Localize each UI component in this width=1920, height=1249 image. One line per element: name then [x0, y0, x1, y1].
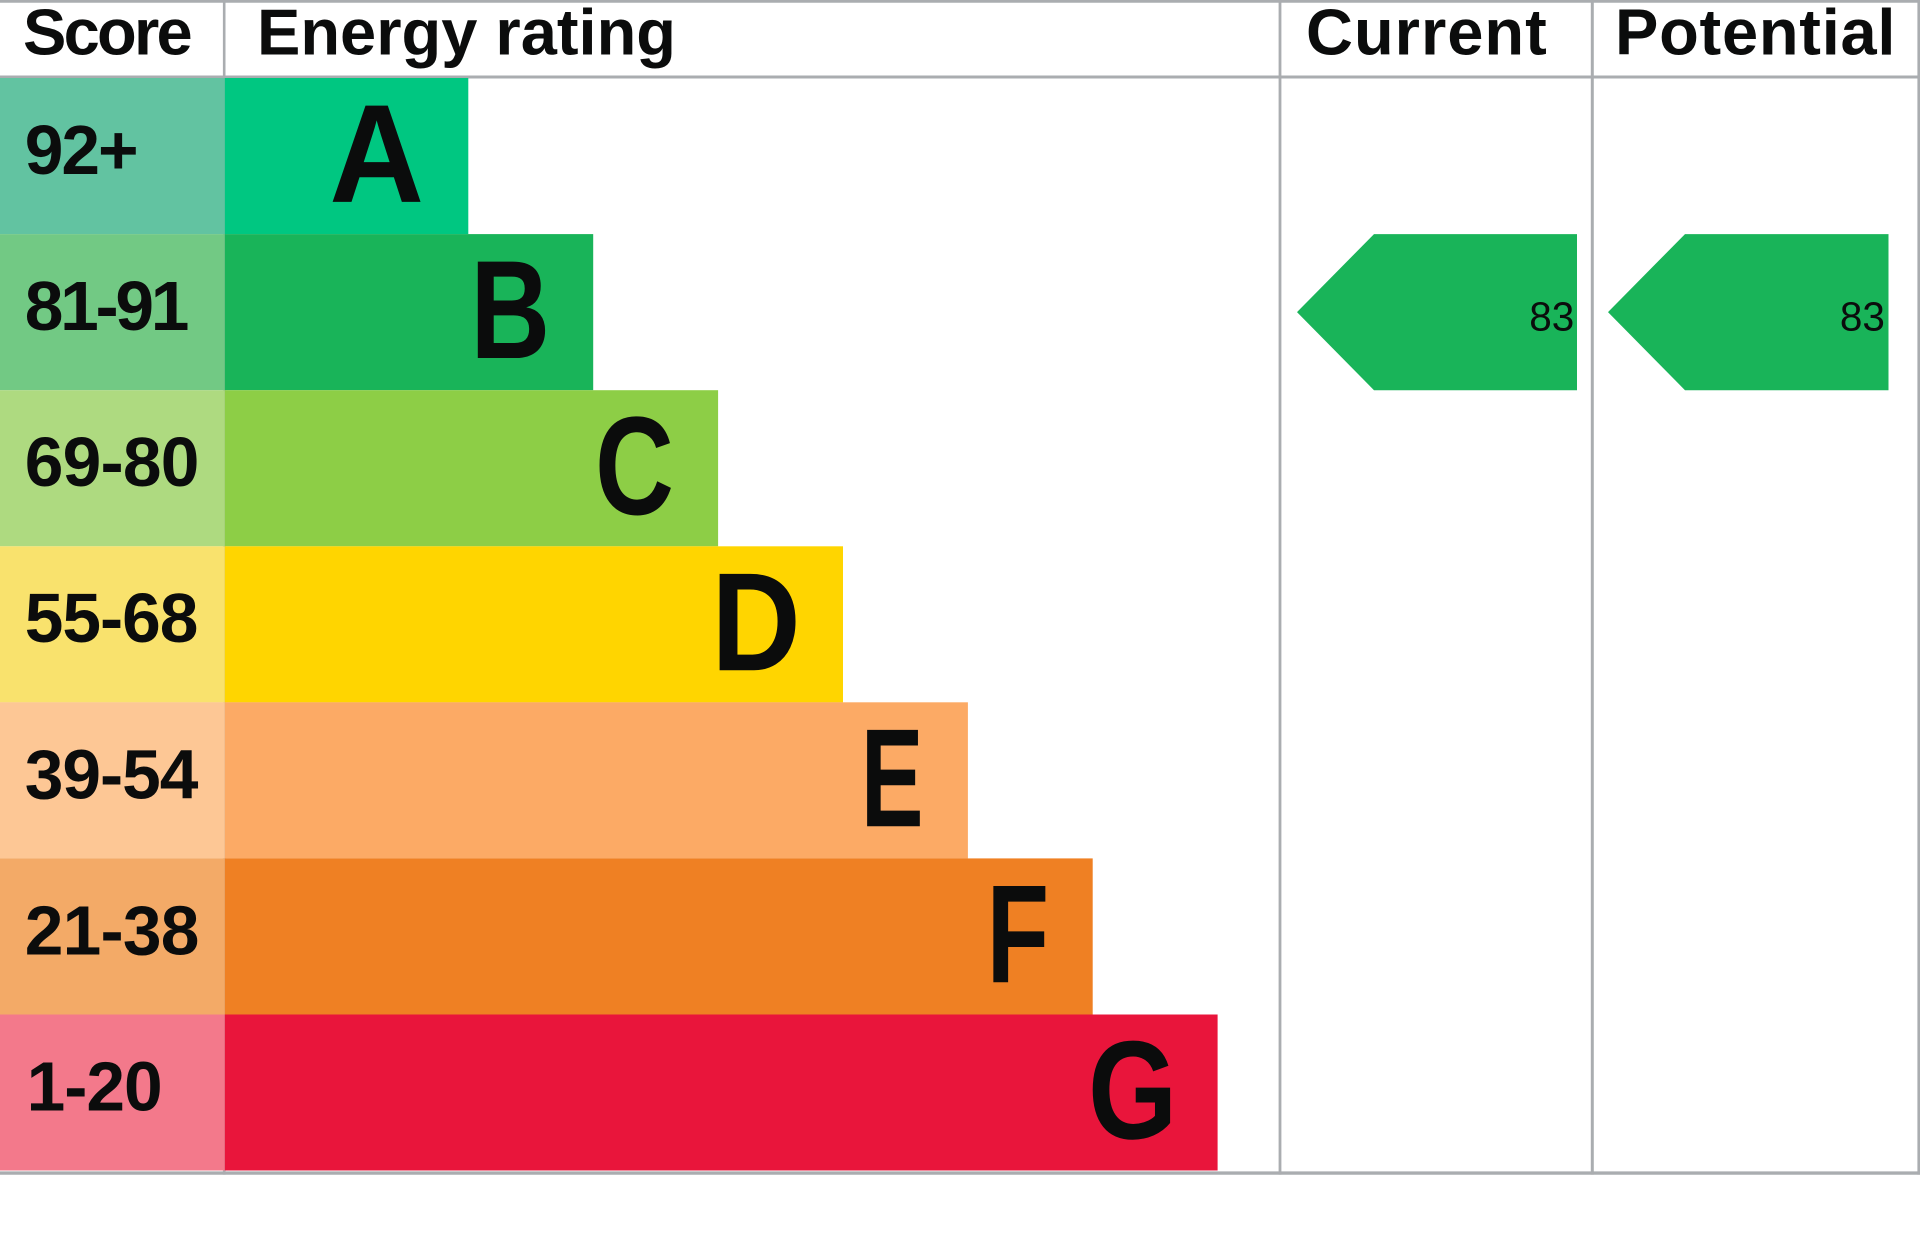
svg-text:83: 83: [1840, 294, 1885, 340]
svg-text:39-54: 39-54: [25, 735, 199, 813]
svg-text:Score: Score: [23, 0, 191, 69]
svg-text:83: 83: [1529, 294, 1574, 340]
svg-text:F: F: [987, 856, 1050, 1012]
svg-text:B: B: [470, 231, 550, 388]
svg-text:C: C: [595, 387, 674, 544]
svg-text:E: E: [861, 701, 924, 857]
svg-text:92+: 92+: [25, 111, 137, 189]
svg-text:81-91: 81-91: [25, 267, 188, 345]
svg-text:69-80: 69-80: [25, 423, 199, 501]
svg-text:G: G: [1088, 1013, 1177, 1169]
svg-text:D: D: [711, 543, 800, 700]
svg-text:21-38: 21-38: [25, 891, 199, 969]
svg-text:Energy rating: Energy rating: [257, 0, 676, 69]
svg-text:1-20: 1-20: [27, 1048, 162, 1126]
svg-text:Potential: Potential: [1615, 0, 1896, 69]
svg-text:A: A: [329, 75, 424, 232]
svg-text:Current: Current: [1306, 0, 1548, 69]
svg-text:55-68: 55-68: [25, 579, 198, 657]
